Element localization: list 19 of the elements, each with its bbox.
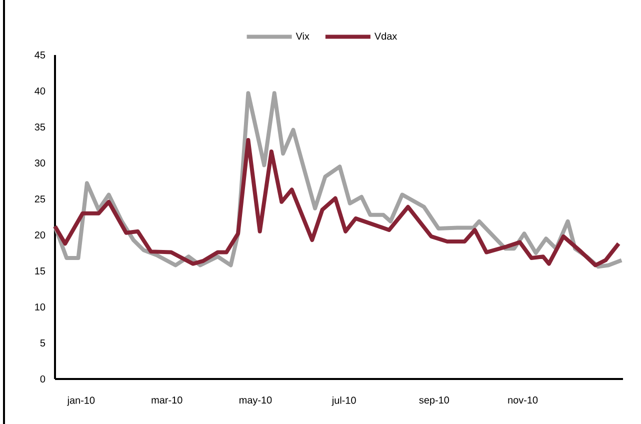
line-series xyxy=(53,138,621,268)
x-tick-label: may-10 xyxy=(240,396,272,406)
y-tick-label: 20 xyxy=(34,231,46,239)
y-tick-label: 15 xyxy=(35,268,46,274)
legend-label: Vix xyxy=(296,32,310,40)
y-tick-label: 35 xyxy=(34,123,46,131)
y-tick-label: 40 xyxy=(34,87,46,95)
x-tick-label: jul-10 xyxy=(332,396,356,406)
y-tick-label: 10 xyxy=(35,303,46,311)
y-tick-label: 25 xyxy=(34,195,46,203)
x-tick-label: sep-10 xyxy=(419,396,449,406)
y-tick-label: 30 xyxy=(34,159,46,167)
x-tick-label: mar-10 xyxy=(152,396,182,404)
y-tick-label: 0 xyxy=(40,375,46,383)
y-tick-label: 5 xyxy=(40,340,46,346)
x-tick-label: nov-10 xyxy=(508,396,538,404)
y-tick-label: 45 xyxy=(34,52,46,58)
x-tick-label: jan-10 xyxy=(67,396,95,406)
legend-label: Vdax xyxy=(374,32,398,40)
